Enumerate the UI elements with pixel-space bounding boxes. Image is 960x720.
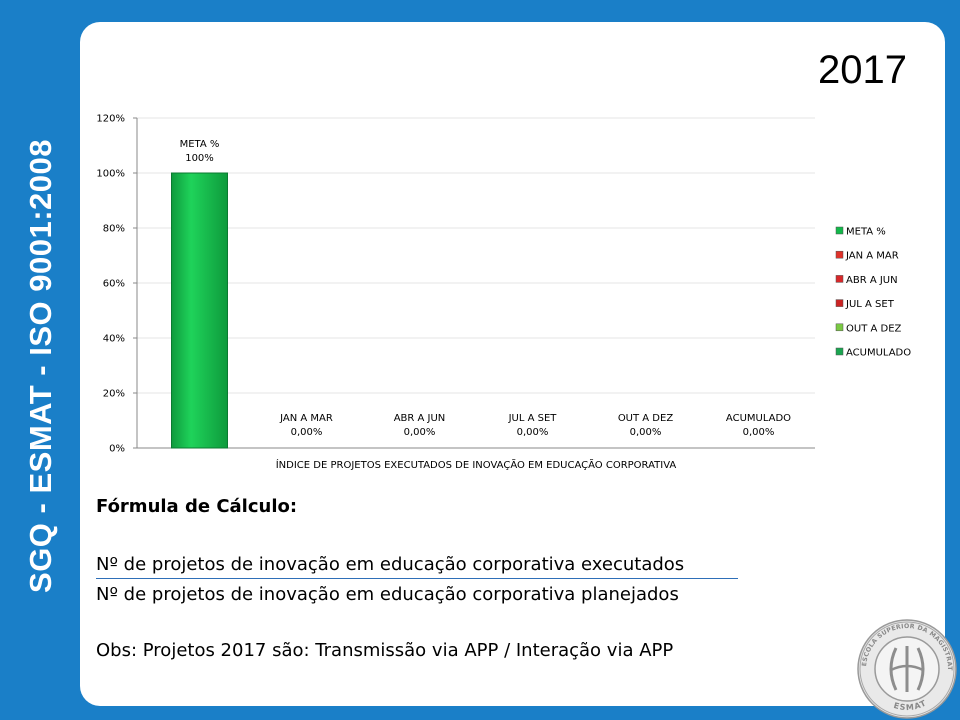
y-tick-label: 20% bbox=[103, 389, 125, 400]
data-label-value: 0,00% bbox=[517, 427, 549, 438]
legend-swatch bbox=[835, 347, 844, 356]
x-axis-title: ÍNDICE DE PROJETOS EXECUTADOS DE INOVAÇÃ… bbox=[276, 458, 677, 471]
data-label-category: ACUMULADO bbox=[726, 413, 791, 424]
data-label-category: META % bbox=[180, 139, 220, 150]
esmat-seal-logo: ESCOLA SUPERIOR DA MAGISTRATURA TOCANTIN… bbox=[856, 618, 957, 719]
data-label-category: JUL A SET bbox=[508, 413, 558, 424]
legend-label: JAN A MAR bbox=[845, 251, 899, 262]
y-tick-label: 60% bbox=[103, 279, 125, 290]
bar-meta bbox=[171, 172, 228, 449]
formula-obs: Obs: Projetos 2017 são: Transmissão via … bbox=[96, 640, 674, 661]
y-tick-label: 0% bbox=[109, 444, 125, 455]
y-tick-label: 120% bbox=[96, 114, 125, 125]
legend-swatch bbox=[835, 226, 844, 235]
fraction-bar bbox=[96, 578, 738, 579]
formula-numerator: Nº de projetos de inovação em educação c… bbox=[96, 554, 685, 575]
data-label-value: 0,00% bbox=[291, 427, 323, 438]
y-tick-label: 80% bbox=[103, 224, 125, 235]
legend-label: OUT A DEZ bbox=[846, 323, 902, 334]
data-label-value: 0,00% bbox=[743, 427, 775, 438]
data-label-value: 0,00% bbox=[630, 427, 662, 438]
legend-swatch bbox=[835, 275, 844, 283]
formula-denominator: Nº de projetos de inovação em educação c… bbox=[96, 584, 679, 605]
y-tick-label: 100% bbox=[96, 169, 125, 180]
legend-label: META % bbox=[846, 227, 886, 238]
legend-swatch bbox=[835, 250, 844, 259]
data-label-value: 0,00% bbox=[404, 427, 436, 438]
data-label-category: JAN A MAR bbox=[279, 413, 333, 424]
data-label-value: 100% bbox=[185, 153, 214, 164]
formula-title: Fórmula de Cálculo: bbox=[96, 496, 298, 517]
data-label-category: ABR A JUN bbox=[394, 413, 446, 424]
chart-gridlines bbox=[137, 117, 815, 394]
y-tick-label: 40% bbox=[103, 334, 125, 345]
chart-legend: META % JAN A MAR ABR A JUN JUL A SET OUT A D… bbox=[835, 226, 911, 359]
legend-label: JUL A SET bbox=[845, 299, 895, 310]
legend-swatch bbox=[835, 323, 844, 332]
legend-label: ACUMULADO bbox=[846, 348, 911, 359]
year-label: 2017 bbox=[818, 48, 907, 92]
legend-swatch bbox=[835, 299, 844, 307]
legend-label: ABR A JUN bbox=[846, 275, 898, 286]
data-label-category: OUT A DEZ bbox=[618, 413, 674, 424]
